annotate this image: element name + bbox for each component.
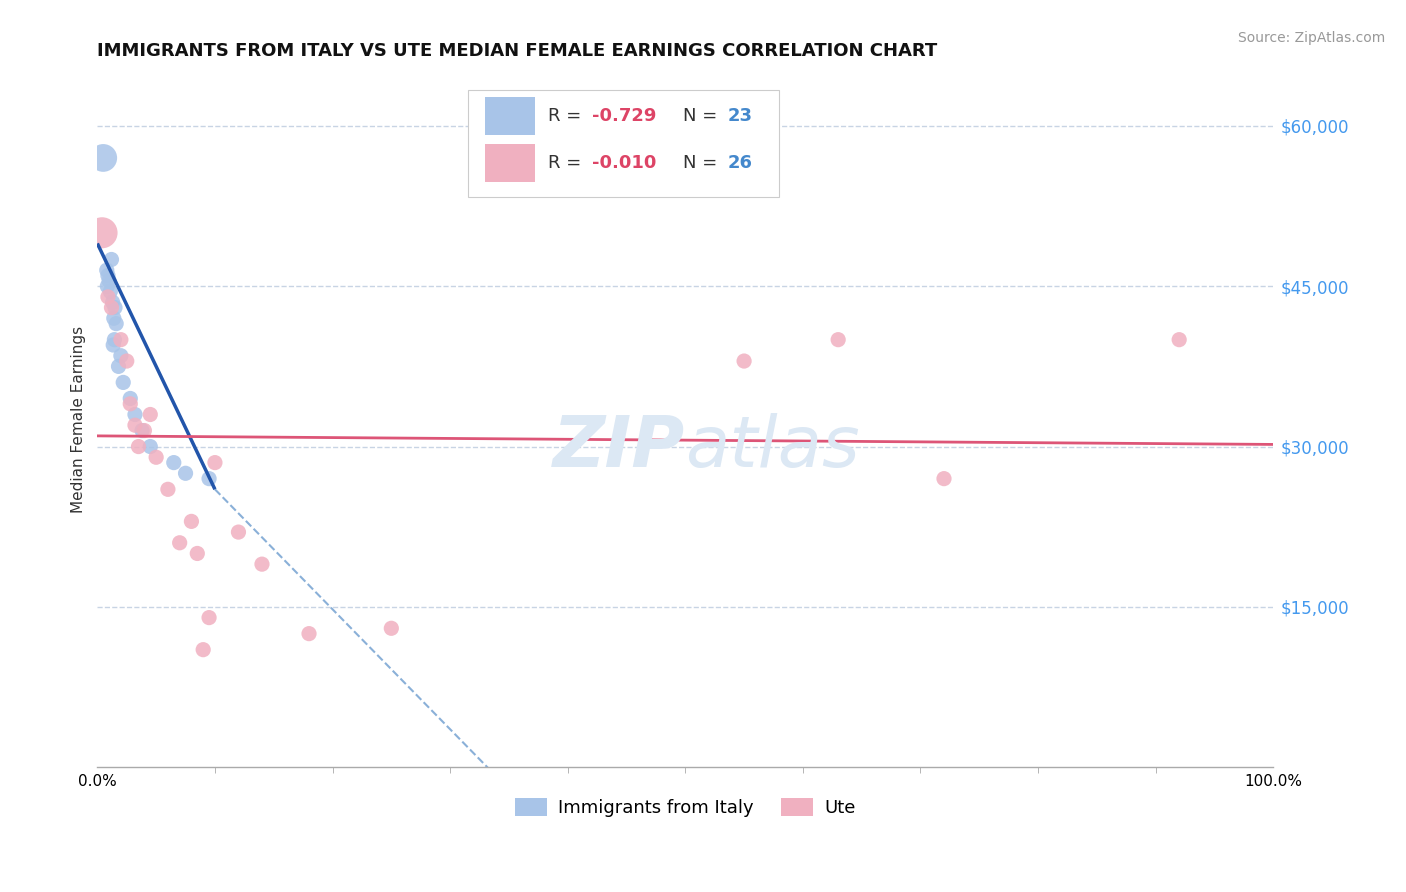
FancyBboxPatch shape <box>485 144 534 182</box>
Point <box>110 349 132 363</box>
Point <box>112 376 135 390</box>
Point <box>97 290 120 304</box>
Point <box>198 610 221 624</box>
Point <box>96 279 118 293</box>
Text: N =: N = <box>683 153 723 172</box>
Point <box>103 333 125 347</box>
Point <box>145 450 167 465</box>
Point <box>97 268 120 283</box>
Legend: Immigrants from Italy, Ute: Immigrants from Italy, Ute <box>508 791 863 824</box>
Point <box>156 483 179 497</box>
Point <box>186 546 208 560</box>
Point <box>104 301 127 315</box>
Point <box>193 642 215 657</box>
Point <box>101 295 124 310</box>
Point <box>120 392 142 406</box>
Text: N =: N = <box>683 107 723 125</box>
Point <box>733 354 755 368</box>
Point <box>131 424 153 438</box>
Text: atlas: atlas <box>685 413 860 483</box>
Y-axis label: Median Female Earnings: Median Female Earnings <box>72 326 86 514</box>
FancyBboxPatch shape <box>485 97 534 136</box>
Point <box>100 301 122 315</box>
FancyBboxPatch shape <box>468 90 779 197</box>
Point <box>139 440 162 454</box>
Text: ZIP: ZIP <box>553 413 685 483</box>
Text: IMMIGRANTS FROM ITALY VS UTE MEDIAN FEMALE EARNINGS CORRELATION CHART: IMMIGRANTS FROM ITALY VS UTE MEDIAN FEMA… <box>97 42 938 60</box>
Point <box>91 151 114 165</box>
Point <box>180 515 202 529</box>
Point <box>134 424 156 438</box>
Point <box>380 621 402 635</box>
Point <box>204 456 226 470</box>
Point <box>139 408 162 422</box>
Text: -0.010: -0.010 <box>592 153 657 172</box>
Point <box>250 557 273 571</box>
Point <box>174 467 197 481</box>
Point <box>91 226 114 240</box>
Point <box>298 626 321 640</box>
Point <box>110 333 132 347</box>
Point <box>163 456 186 470</box>
Point <box>98 274 121 288</box>
Point <box>128 440 150 454</box>
Text: 26: 26 <box>728 153 752 172</box>
Point <box>103 311 125 326</box>
Text: R =: R = <box>548 153 586 172</box>
Point <box>169 535 191 549</box>
Point <box>98 285 121 299</box>
Point <box>96 263 118 277</box>
Text: -0.729: -0.729 <box>592 107 657 125</box>
Text: 23: 23 <box>728 107 752 125</box>
Point <box>124 418 146 433</box>
Point <box>1168 333 1191 347</box>
Point <box>100 252 122 267</box>
Point <box>103 338 125 352</box>
Text: R =: R = <box>548 107 586 125</box>
Point <box>107 359 129 374</box>
Point <box>228 525 250 540</box>
Point <box>932 472 955 486</box>
Text: Source: ZipAtlas.com: Source: ZipAtlas.com <box>1237 31 1385 45</box>
Point <box>120 397 142 411</box>
Point <box>124 408 146 422</box>
Point <box>115 354 138 368</box>
Point <box>105 317 128 331</box>
Point <box>827 333 849 347</box>
Point <box>198 472 221 486</box>
